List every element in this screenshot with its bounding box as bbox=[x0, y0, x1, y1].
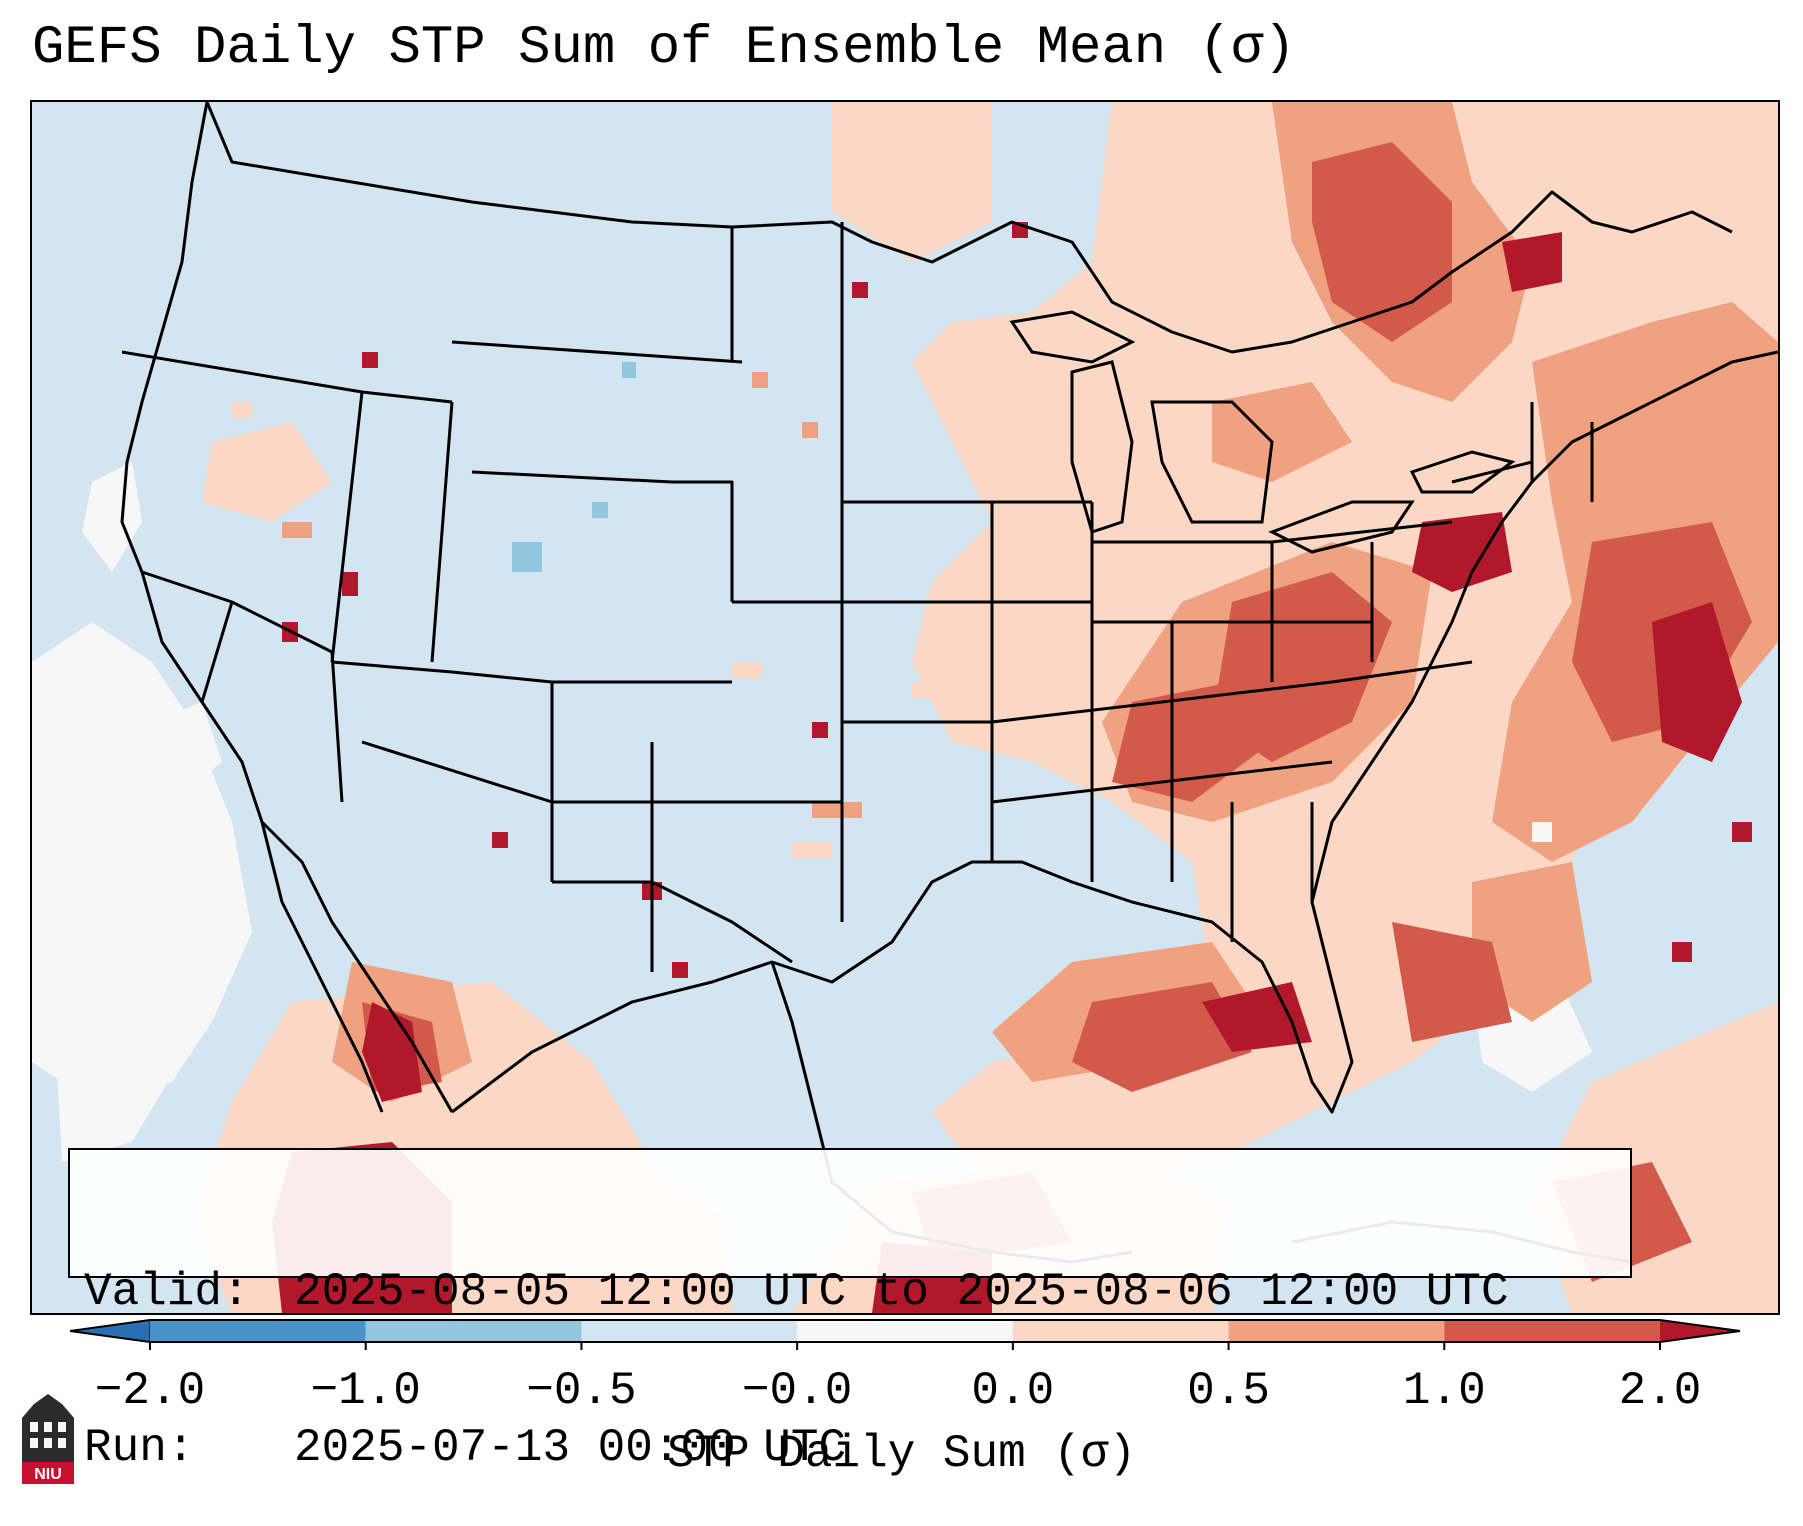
valid-time-box: Valid: 2025-08-05 12:00 UTC to 2025-08-06… bbox=[68, 1148, 1632, 1474]
map-panel bbox=[30, 100, 1780, 1315]
niu-logo: NIU bbox=[22, 1394, 74, 1484]
great-lakes bbox=[1009, 310, 1516, 554]
colorbar-tick-label: −2.0 bbox=[94, 1365, 206, 1417]
colorbar-bin bbox=[365, 1320, 582, 1342]
colorbar-bin bbox=[581, 1320, 798, 1342]
colorbar-bin bbox=[797, 1320, 1013, 1342]
colorbar bbox=[70, 1319, 1741, 1350]
colorbar-tick-label: 0.5 bbox=[1187, 1365, 1270, 1417]
run-label: Run: bbox=[84, 1422, 195, 1474]
colorbar-tick-label: 0.0 bbox=[971, 1365, 1055, 1417]
map-canvas bbox=[32, 102, 1778, 1313]
valid-value: 2025-08-05 12:00 UTC to 2025-08-06 12:00… bbox=[294, 1266, 1509, 1318]
scattered-cells bbox=[232, 222, 1752, 978]
run-value: 2025-07-13 00:00 UTC bbox=[294, 1422, 847, 1474]
colorbar-bin bbox=[1444, 1320, 1660, 1342]
colorbar-extend-low bbox=[70, 1319, 151, 1343]
colorbar-tick-label: 2.0 bbox=[1618, 1365, 1702, 1417]
colorbar-bin bbox=[1012, 1320, 1229, 1342]
colorbar-label: STP Daily Sum (σ) bbox=[666, 1428, 1137, 1480]
colorbar-bin bbox=[1228, 1320, 1445, 1342]
logo-text: NIU bbox=[34, 1466, 62, 1483]
colorbar-tick-label: 1.0 bbox=[1402, 1365, 1486, 1417]
chart-title: GEFS Daily STP Sum of Ensemble Mean (σ) bbox=[32, 18, 1296, 79]
colorbar-extend-high bbox=[1660, 1320, 1740, 1342]
colorbar-tick-label: −0.0 bbox=[741, 1365, 853, 1417]
state-boundaries bbox=[120, 102, 1778, 1264]
colorbar-bin bbox=[150, 1320, 366, 1342]
colorbar-tick-label: −0.5 bbox=[526, 1365, 637, 1417]
colorbar-tick-label: −1.0 bbox=[310, 1365, 421, 1417]
valid-label: Valid: bbox=[84, 1266, 250, 1318]
